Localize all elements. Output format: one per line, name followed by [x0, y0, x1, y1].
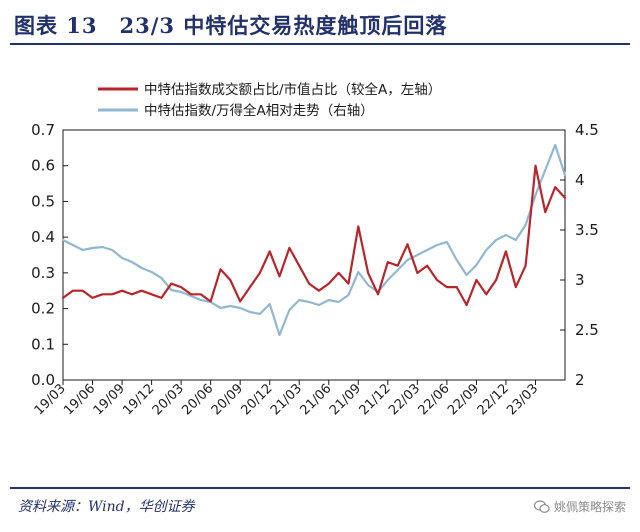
right-axis-tick-label: 4.5	[575, 121, 599, 139]
series-line-relative-index	[61, 143, 567, 337]
x-axis-tick-label: 22/09	[445, 381, 482, 418]
x-axis-tick-label: 21/12	[357, 381, 394, 418]
chart-legend: 中特估指数成交额占比/市值占比（较全A，左轴） 中特估指数/万得全A相对走势（右轴…	[98, 81, 441, 119]
chart-series-layer	[61, 143, 567, 337]
x-axis-tick-label: 20/09	[209, 381, 246, 418]
left-axis-tick-label: 0.4	[31, 228, 55, 246]
left-axis-tick-label: 0.5	[31, 192, 55, 210]
right-axis-tick-label: 4	[575, 171, 585, 189]
chart-axes: 0.0 0.1 0.2 0.3 0.4 0.5 0.6 0.7 2 2.5 3 3.5 4 4.5 19/0…	[31, 121, 599, 418]
x-axis-tick-label: 22/12	[475, 381, 512, 418]
right-axis-tick-label: 2.5	[575, 321, 599, 339]
right-axis-tick-label: 2	[575, 371, 585, 389]
footer-divider	[10, 487, 630, 489]
right-axis-tick-label: 3.5	[575, 221, 599, 239]
x-axis-tick-label: 21/06	[297, 381, 334, 418]
x-axis-tick-label: 21/03	[268, 381, 305, 418]
wechat-icon	[533, 499, 550, 513]
x-axis-tick-label: 20/03	[150, 381, 187, 418]
watermark: 姚佩策略探索	[533, 498, 626, 515]
x-axis-tick-label: 21/09	[327, 381, 364, 418]
left-axis-tick-label: 0.6	[31, 157, 55, 175]
left-axis-tick-label: 0.2	[31, 300, 55, 318]
plot-frame	[62, 129, 566, 381]
left-axis-tick-label: 0.1	[31, 335, 55, 353]
x-axis-tick-label: 22/06	[416, 381, 453, 418]
x-axis-tick-label: 22/03	[386, 381, 423, 418]
x-axis-tick-label: 19/12	[120, 381, 157, 418]
source-note: 资料来源：Wind，华创证券	[18, 499, 195, 515]
figure-title: 图表 13 23/3 中特估交易热度触顶后回落	[14, 13, 448, 38]
chart: 0.0 0.1 0.2 0.3 0.4 0.5 0.6 0.7 2 2.5 3 3.5 4 4.5 19/0…	[31, 81, 599, 418]
x-axis-tick-label: 23/03	[504, 381, 541, 418]
watermark-text: 姚佩策略探索	[553, 500, 626, 514]
title-divider	[10, 43, 630, 45]
x-axis-tick-label: 19/06	[61, 381, 98, 418]
right-axis-tick-label: 3	[575, 271, 585, 289]
x-axis-tick-label: 19/09	[91, 381, 128, 418]
left-axis-tick-label: 0.0	[31, 371, 55, 389]
left-axis-tick-label: 0.7	[31, 121, 55, 139]
legend-label: 中特估指数/万得全A相对走势（右轴）	[144, 102, 374, 119]
x-axis-tick-label: 20/06	[179, 381, 216, 418]
series-line-turnover-ratio	[61, 164, 567, 307]
x-axis-tick-label: 20/12	[238, 381, 275, 418]
legend-label: 中特估指数成交额占比/市值占比（较全A，左轴）	[144, 81, 441, 98]
left-axis-tick-label: 0.3	[31, 264, 55, 282]
